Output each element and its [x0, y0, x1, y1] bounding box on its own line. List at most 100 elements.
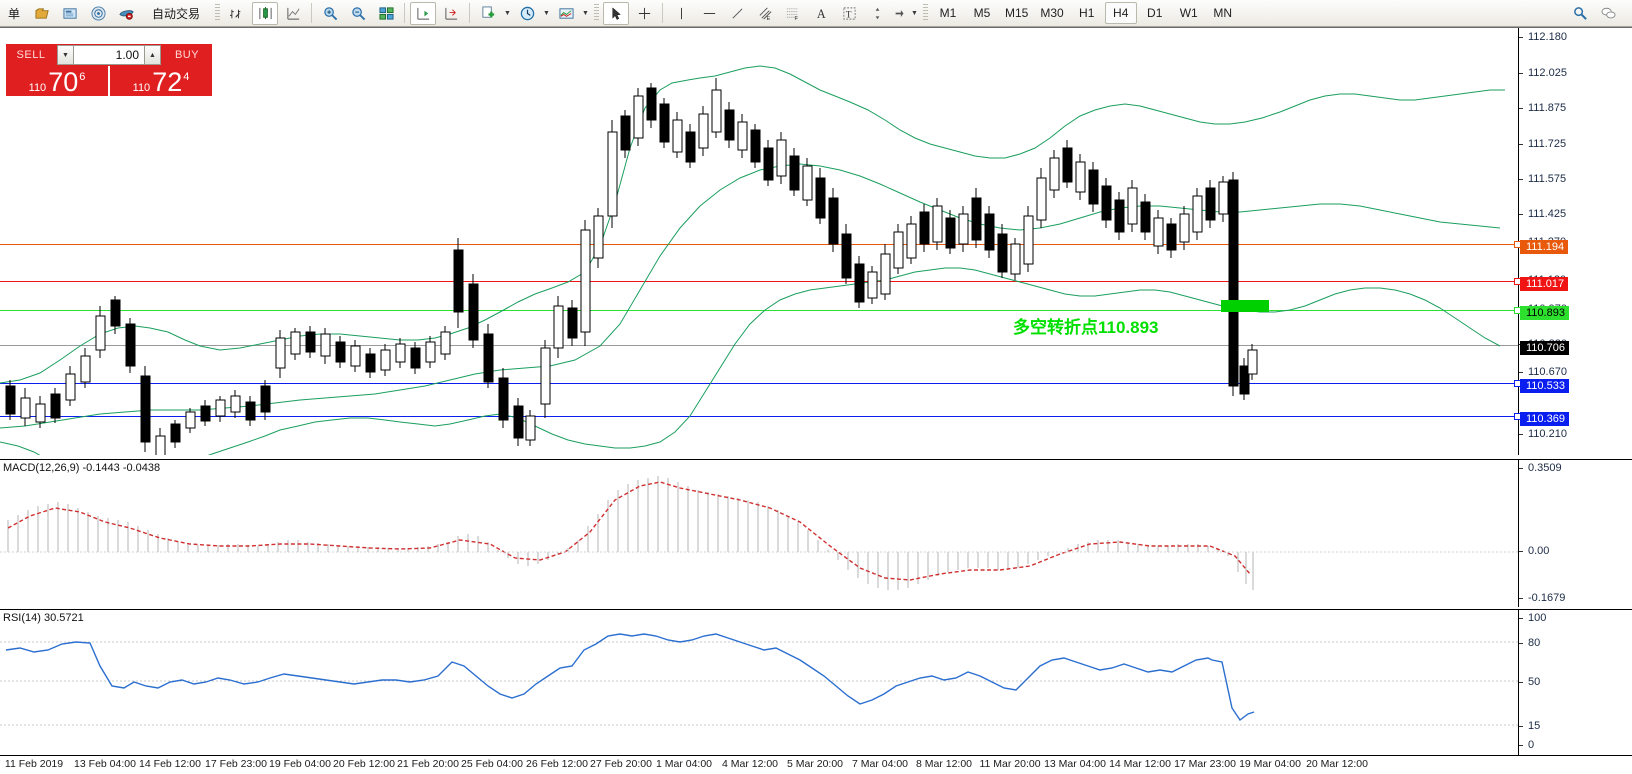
- timeframe-w1[interactable]: W1: [1179, 6, 1198, 20]
- fibonacci-icon[interactable]: F: [780, 2, 806, 25]
- horizontal-line-icon[interactable]: [696, 2, 722, 25]
- level-handle-110369[interactable]: [1514, 413, 1521, 420]
- signals-icon[interactable]: [85, 2, 111, 25]
- line-chart-icon[interactable]: [280, 2, 306, 25]
- candlestick-chart-icon[interactable]: [252, 1, 279, 25]
- shapes-icon[interactable]: [864, 2, 890, 25]
- timeframe-mn[interactable]: MN: [1213, 6, 1233, 20]
- time-axis[interactable]: 11 Feb 2019 13 Feb 04:00 14 Feb 12:00 17…: [0, 755, 1632, 774]
- cursor-icon[interactable]: [603, 1, 630, 25]
- trade-panel-top-row: SELL ▼ 1.00 ▲ BUY: [6, 44, 212, 66]
- volume-increase-button[interactable]: ▲: [144, 45, 161, 65]
- new-order-label: 单: [7, 6, 20, 21]
- autotrading-label: 自动交易: [152, 6, 201, 21]
- level-handle-111017[interactable]: [1514, 278, 1521, 285]
- level-line-110533[interactable]: [0, 383, 1518, 384]
- price-tick: 112.025: [1519, 67, 1567, 79]
- volume-stepper[interactable]: ▼ 1.00 ▲: [56, 44, 162, 66]
- tile-windows-icon[interactable]: [373, 2, 399, 25]
- level-handle-110533[interactable]: [1514, 380, 1521, 387]
- auto-scroll-icon[interactable]: [438, 2, 464, 25]
- equidistant-channel-icon[interactable]: E: [752, 2, 778, 25]
- add-indicator-icon[interactable]: [475, 2, 501, 25]
- time-tick: 27 Feb 20:00: [590, 758, 652, 770]
- expert-advisor-icon[interactable]: [113, 2, 139, 25]
- bar-chart-icon[interactable]: [224, 2, 250, 25]
- timeframe-m1[interactable]: M1: [939, 6, 957, 20]
- toolbar-divider-2: [311, 3, 313, 23]
- period-dropdown-caret[interactable]: ▼: [543, 9, 550, 17]
- zoom-out-icon[interactable]: [345, 2, 371, 25]
- chart-annotation-text[interactable]: 多空转折点110.893: [1013, 318, 1159, 337]
- period-icon[interactable]: [514, 2, 540, 25]
- macd-tick: 0.00: [1519, 545, 1549, 557]
- buy-button[interactable]: 110 72 4: [110, 66, 212, 96]
- crosshair-icon[interactable]: [631, 2, 657, 25]
- sell-price-prefix: 110: [28, 82, 47, 94]
- new-order-button[interactable]: 单: [1, 2, 27, 25]
- volume-input[interactable]: 1.00: [74, 45, 144, 65]
- buy-price-main: 72: [152, 67, 183, 96]
- chat-icon[interactable]: [1595, 2, 1621, 25]
- volume-decrease-button[interactable]: ▼: [57, 45, 74, 65]
- toolbar-divider-5: [594, 4, 600, 22]
- time-tick: 1 Mar 04:00: [655, 758, 713, 770]
- news-icon[interactable]: [57, 2, 83, 25]
- level-line-111194[interactable]: [0, 244, 1518, 245]
- rsi-pane[interactable]: RSI(14) 30.5721 100 80 50 15 0: [0, 609, 1632, 756]
- macd-pane[interactable]: MACD(12,26,9) -0.1443 -0.0438 0.3509 0.0…: [0, 459, 1632, 607]
- price-axis[interactable]: 112.180 112.025 111.875 111.725 111.575 …: [1518, 28, 1632, 455]
- chart-window[interactable]: ▲ USDJPY-,H4 110.653 110.710 110.620 110…: [0, 27, 1632, 774]
- rsi-tick: 0: [1519, 739, 1534, 751]
- level-handle-110893[interactable]: [1514, 307, 1521, 314]
- shapes-dropdown-caret[interactable]: [892, 2, 908, 25]
- folder-icon[interactable]: [29, 2, 55, 25]
- level-line-110893[interactable]: [0, 310, 1518, 311]
- level-line-111017[interactable]: [0, 281, 1518, 282]
- level-line-110369[interactable]: [0, 416, 1518, 417]
- sell-label: SELL: [6, 44, 56, 66]
- vertical-line-icon[interactable]: [668, 2, 694, 25]
- sell-button[interactable]: 110 70 6: [6, 66, 108, 96]
- text-box-icon[interactable]: T: [836, 2, 862, 25]
- search-icon[interactable]: [1567, 2, 1593, 25]
- time-tick: 19 Feb 04:00: [269, 758, 331, 770]
- price-badge-110533[interactable]: 110.533: [1520, 379, 1569, 393]
- autotrading-button[interactable]: 自动交易: [141, 2, 211, 25]
- add-indicator-dropdown-caret[interactable]: ▼: [504, 9, 511, 17]
- linestudies-dropdown-caret[interactable]: ▼: [911, 9, 918, 17]
- toolbar-divider-4: [469, 3, 471, 23]
- one-click-trading-panel[interactable]: SELL ▼ 1.00 ▲ BUY 110 70 6 110 72 4: [6, 44, 212, 96]
- svg-text:F: F: [794, 16, 798, 21]
- rsi-tick: 15: [1519, 720, 1540, 732]
- price-badge-111017[interactable]: 111.017: [1520, 277, 1569, 291]
- timeframe-d1[interactable]: D1: [1147, 6, 1163, 20]
- price-badge-110369[interactable]: 110.369: [1520, 412, 1569, 426]
- macd-label: MACD(12,26,9) -0.1443 -0.0438: [3, 462, 161, 474]
- timeframe-m5[interactable]: M5: [973, 6, 991, 20]
- level-handle-111194[interactable]: [1514, 241, 1521, 248]
- rsi-tick: 100: [1519, 612, 1546, 624]
- timeframe-h1[interactable]: H1: [1079, 6, 1095, 20]
- timeframe-m30[interactable]: M30: [1040, 6, 1064, 20]
- templates-icon[interactable]: [553, 2, 579, 25]
- rsi-axis: 100 80 50 15 0: [1518, 610, 1632, 756]
- text-label-icon[interactable]: A: [808, 2, 834, 25]
- trendline-icon[interactable]: [724, 2, 750, 25]
- templates-dropdown-caret[interactable]: ▼: [582, 9, 589, 17]
- highlight-block[interactable]: [1221, 300, 1269, 312]
- timeframe-h4[interactable]: H4: [1104, 2, 1137, 24]
- price-badge-110893[interactable]: 110.893: [1520, 306, 1569, 320]
- toolbar-standard-group: 单 自动交易: [0, 0, 212, 27]
- price-badge-111194[interactable]: 111.194: [1520, 240, 1569, 254]
- time-tick: 19 Mar 04:00: [1239, 758, 1301, 770]
- time-tick: 8 Mar 12:00: [915, 758, 973, 770]
- time-tick: 14 Mar 12:00: [1109, 758, 1171, 770]
- timeframe-m15[interactable]: M15: [1005, 6, 1029, 20]
- time-tick: 11 Mar 20:00: [979, 758, 1041, 770]
- price-pane[interactable]: 112.180 112.025 111.875 111.725 111.575 …: [0, 28, 1632, 455]
- level-line-current: [0, 345, 1518, 346]
- toolbar-insert-group: ▼ ▼ ▼: [474, 0, 591, 27]
- chart-shift-icon[interactable]: [410, 1, 437, 25]
- zoom-in-icon[interactable]: [317, 2, 343, 25]
